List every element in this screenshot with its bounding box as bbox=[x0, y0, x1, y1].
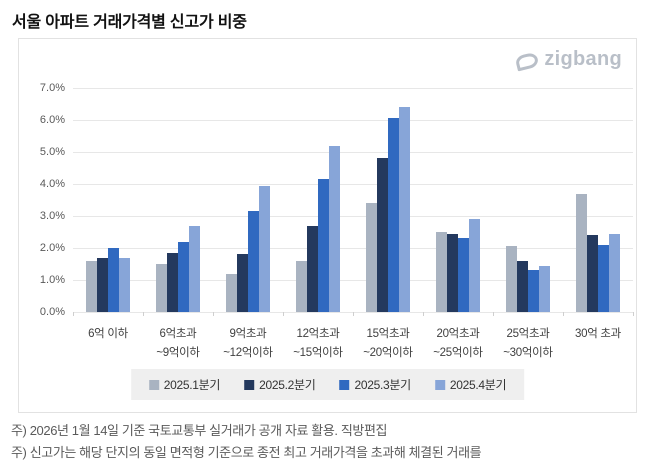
bar bbox=[447, 233, 458, 312]
gridline bbox=[73, 280, 633, 281]
bar-group bbox=[213, 88, 283, 312]
legend-label: 2025.1분기 bbox=[163, 378, 221, 392]
bar bbox=[609, 233, 620, 312]
bar bbox=[329, 145, 340, 312]
footnote-source: 주) 2026년 1월 14일 기준 국토교통부 실거래가 공개 자료 활용. … bbox=[11, 423, 388, 438]
x-category-label: 20억초과 ~25억이하 bbox=[433, 328, 483, 359]
x-category-label: 9억초과 ~12억이하 bbox=[223, 328, 273, 359]
bar bbox=[248, 211, 259, 312]
x-tick bbox=[633, 312, 634, 316]
x-tick bbox=[143, 312, 144, 316]
legend-label: 2025.4분기 bbox=[449, 378, 507, 392]
y-tick-label: 4.0% bbox=[39, 178, 65, 190]
x-tick bbox=[73, 312, 74, 316]
legend-marker-icon bbox=[339, 379, 350, 390]
bar bbox=[318, 179, 329, 312]
bar-group bbox=[143, 88, 213, 312]
gridline bbox=[73, 120, 633, 121]
bar-group bbox=[353, 88, 423, 312]
zigbang-bubble-icon bbox=[514, 51, 540, 71]
y-tick-label: 0.0% bbox=[39, 306, 65, 318]
y-tick-label: 6.0% bbox=[39, 114, 65, 126]
legend-item: 2025.3분기 bbox=[339, 376, 412, 393]
bar bbox=[119, 257, 130, 312]
bar bbox=[598, 244, 609, 312]
bar-group bbox=[563, 88, 633, 312]
bar bbox=[108, 248, 119, 312]
gridline bbox=[73, 248, 633, 249]
bar bbox=[86, 260, 97, 312]
legend-marker-icon bbox=[244, 379, 255, 390]
legend-item: 2025.2분기 bbox=[244, 376, 316, 393]
y-tick-label: 3.0% bbox=[39, 210, 65, 222]
zigbang-logo-text: zigbang bbox=[544, 48, 622, 70]
y-tick-label: 5.0% bbox=[39, 146, 65, 158]
legend-label: 2025.2분기 bbox=[259, 378, 316, 392]
page-title: 서울 아파트 거래가격별 신고가 비중 bbox=[12, 14, 247, 31]
bar bbox=[259, 185, 270, 312]
y-tick-label: 1.0% bbox=[39, 274, 65, 286]
gridline bbox=[73, 216, 633, 217]
x-tick bbox=[423, 312, 424, 316]
bar bbox=[97, 257, 108, 312]
x-category-label: 30억 초과 bbox=[575, 328, 621, 340]
bar bbox=[237, 254, 248, 312]
x-category-label: 12억초과 ~15억이하 bbox=[293, 328, 343, 359]
bar bbox=[296, 260, 307, 312]
legend-marker-icon bbox=[148, 379, 159, 390]
legend-marker-icon bbox=[434, 379, 445, 390]
bar bbox=[307, 225, 318, 312]
zigbang-logo: zigbang bbox=[514, 48, 622, 71]
bar bbox=[226, 273, 237, 312]
bar bbox=[167, 252, 178, 312]
bar bbox=[189, 225, 200, 312]
x-tick bbox=[283, 312, 284, 316]
y-tick-label: 7.0% bbox=[39, 82, 65, 94]
bar bbox=[178, 241, 189, 312]
bar-group bbox=[283, 88, 353, 312]
x-tick bbox=[563, 312, 564, 316]
bar-group bbox=[423, 88, 493, 312]
x-tick bbox=[493, 312, 494, 316]
footnote-definition: 주) 신고가는 해당 단지의 동일 면적형 기준으로 종전 최고 거래가격을 초… bbox=[11, 445, 482, 460]
chart-container: zigbang 6억 이하 6억초과 ~9억이하 9억초과 ~12억이하 12억초과 ~15… bbox=[18, 38, 637, 413]
bar bbox=[388, 118, 399, 312]
x-category-label: 6억초과 ~9억이하 bbox=[156, 328, 200, 359]
bar bbox=[436, 232, 447, 312]
gridline bbox=[73, 152, 633, 153]
legend-item: 2025.1분기 bbox=[148, 376, 221, 393]
x-tick bbox=[353, 312, 354, 316]
bar bbox=[539, 265, 550, 312]
gridline bbox=[73, 184, 633, 185]
bar-group bbox=[493, 88, 563, 312]
bar bbox=[366, 203, 377, 312]
bar bbox=[156, 264, 167, 312]
bar bbox=[377, 158, 388, 312]
x-category-label: 15억초과 ~20억이하 bbox=[363, 328, 413, 359]
legend-label: 2025.3분기 bbox=[354, 378, 412, 392]
bar bbox=[399, 107, 410, 312]
bar-group bbox=[73, 88, 143, 312]
plot-area bbox=[73, 88, 634, 316]
bar bbox=[458, 238, 469, 312]
chart-legend: 2025.1분기 2025.2분기 2025.3분기 2025.4분기 bbox=[130, 369, 525, 400]
x-category-label: 25억초과 ~30억이하 bbox=[503, 328, 553, 359]
x-category-label: 6억 이하 bbox=[88, 328, 128, 340]
bar bbox=[587, 235, 598, 312]
bar bbox=[576, 193, 587, 312]
x-tick bbox=[213, 312, 214, 316]
bar bbox=[517, 260, 528, 312]
gridline bbox=[73, 88, 633, 89]
bar bbox=[469, 219, 480, 312]
bar bbox=[506, 246, 517, 312]
y-tick-label: 2.0% bbox=[39, 242, 65, 254]
legend-item: 2025.4분기 bbox=[434, 376, 507, 393]
bar bbox=[528, 270, 539, 312]
